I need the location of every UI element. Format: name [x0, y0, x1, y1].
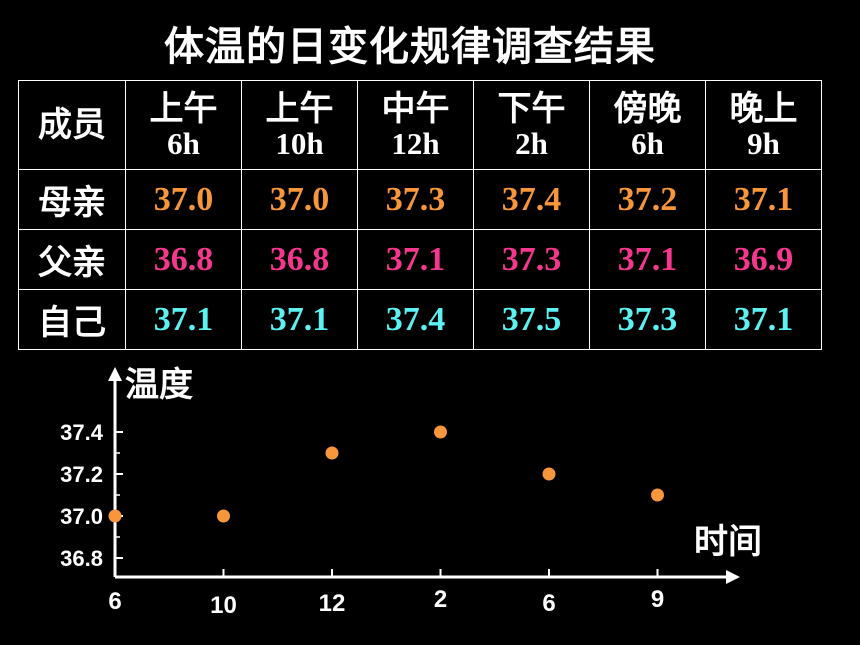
temperature-value-cell: 37.0 — [125, 169, 242, 230]
time-column-header: 上午 10h — [241, 80, 358, 170]
y-axis-arrow — [108, 367, 122, 381]
temperature-value-cell: 37.2 — [589, 169, 706, 230]
time-column-header: 晚上 9h — [705, 80, 822, 170]
time-period-label: 上午 — [149, 88, 218, 129]
x-tick-label: 10 — [210, 592, 237, 619]
time-period-label: 中午 — [381, 88, 450, 129]
data-point — [434, 425, 447, 439]
time-column-header: 下午 2h — [473, 80, 590, 170]
temperature-table: 成员 上午 6h 上午 10h 中午 12h 下午 2h 傍晚 6h — [18, 80, 822, 350]
temperature-value-cell: 37.1 — [705, 289, 822, 350]
data-point — [108, 509, 122, 523]
x-tick-label: 6 — [542, 590, 555, 617]
y-tick-label: 36.8 — [60, 546, 103, 571]
temperature-value-cell: 37.4 — [357, 289, 474, 350]
temperature-value-cell: 37.3 — [357, 169, 474, 230]
temperature-value-cell: 37.1 — [241, 289, 358, 350]
temperature-value-cell: 37.1 — [357, 229, 474, 290]
temperature-value-cell: 37.3 — [589, 289, 706, 350]
table-row: 自己 37.1 37.1 37.4 37.5 37.3 37.1 — [18, 289, 822, 350]
data-point — [325, 446, 339, 460]
time-hour-label: 10h — [275, 125, 324, 161]
member-name-cell: 父亲 — [18, 229, 126, 290]
time-hour-label: 9h — [747, 125, 780, 161]
x-axis-arrow — [726, 570, 740, 584]
table-header-row: 成员 上午 6h 上午 10h 中午 12h 下午 2h 傍晚 6h — [18, 80, 822, 170]
time-hour-label: 2h — [515, 125, 548, 161]
time-period-label: 傍晚 — [613, 88, 682, 129]
table-row: 母亲 37.0 37.0 37.3 37.4 37.2 37.1 — [18, 169, 822, 230]
table-row: 父亲 36.8 36.8 37.1 37.3 37.1 36.9 — [18, 229, 822, 290]
temperature-value-cell: 37.1 — [125, 289, 242, 350]
x-tick-label: 9 — [651, 586, 664, 613]
data-point — [217, 509, 230, 523]
data-point — [651, 488, 664, 502]
data-point — [542, 467, 556, 481]
member-name-cell: 自己 — [18, 289, 126, 350]
temperature-value-cell: 37.1 — [589, 229, 706, 290]
y-axis-title: 温度 — [125, 365, 193, 405]
member-name-cell: 母亲 — [18, 169, 126, 230]
member-column-header: 成员 — [18, 80, 126, 170]
time-hour-label: 12h — [391, 125, 440, 161]
time-hour-label: 6h — [167, 125, 200, 161]
temperature-value-cell: 36.9 — [705, 229, 822, 290]
x-tick-label: 2 — [434, 586, 447, 613]
y-tick-label: 37.4 — [60, 420, 104, 445]
y-tick-label: 37.0 — [60, 504, 103, 529]
time-column-header: 上午 6h — [125, 80, 242, 170]
temperature-value-cell: 37.5 — [473, 289, 590, 350]
time-period-label: 晚上 — [729, 88, 798, 129]
temperature-value-cell: 37.0 — [241, 169, 358, 230]
time-period-label: 上午 — [265, 88, 334, 129]
temperature-value-cell: 37.3 — [473, 229, 590, 290]
temperature-value-cell: 36.8 — [125, 229, 242, 290]
page-title: 体温的日变化规律调查结果 — [164, 24, 656, 70]
time-hour-label: 6h — [631, 125, 664, 161]
temperature-value-cell: 37.1 — [705, 169, 822, 230]
x-tick-label: 6 — [108, 588, 121, 615]
temperature-value-cell: 36.8 — [241, 229, 358, 290]
time-period-label: 下午 — [497, 88, 566, 129]
time-column-header: 傍晚 6h — [589, 80, 706, 170]
x-axis-title: 时间 — [694, 522, 762, 562]
x-tick-label: 12 — [319, 590, 346, 617]
time-column-header: 中午 12h — [357, 80, 474, 170]
temperature-value-cell: 37.4 — [473, 169, 590, 230]
y-tick-label: 37.2 — [60, 462, 103, 487]
